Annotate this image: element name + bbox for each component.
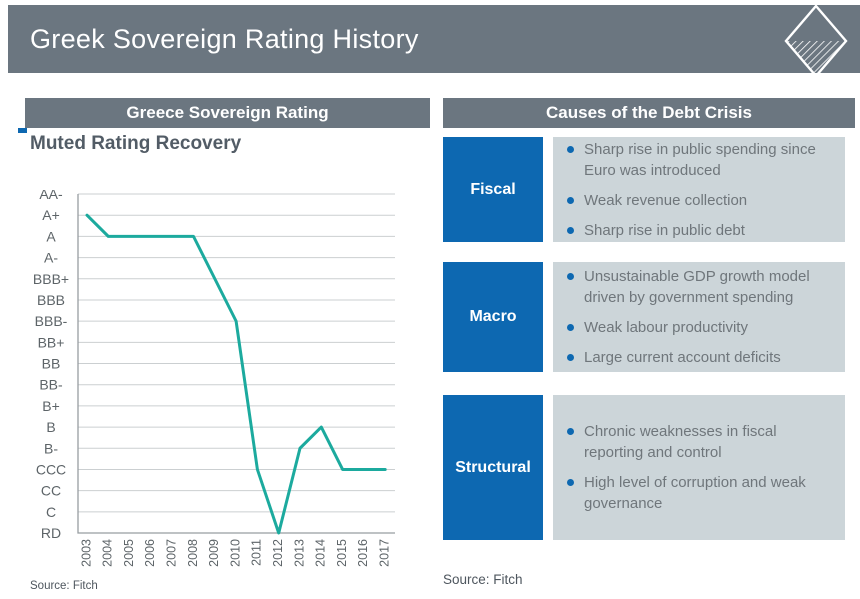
bullet-item: Large current account deficits <box>567 347 829 368</box>
source-note-right: Source: Fitch <box>443 572 523 587</box>
svg-text:CC: CC <box>41 483 61 499</box>
svg-text:2009: 2009 <box>207 539 221 567</box>
svg-text:BB: BB <box>42 356 61 372</box>
svg-text:2016: 2016 <box>356 539 370 567</box>
cause-section-macro: Macro Unsustainable GDP growth model driv… <box>443 262 855 372</box>
svg-text:2015: 2015 <box>335 539 349 567</box>
cause-section-fiscal: Fiscal Sharp rise in public spending sinc… <box>443 137 855 242</box>
section-label: Fiscal <box>443 137 543 242</box>
svg-text:2012: 2012 <box>271 539 285 567</box>
bullet-item: Sharp rise in public debt <box>567 220 829 241</box>
svg-text:CCC: CCC <box>36 461 66 477</box>
svg-text:2014: 2014 <box>314 539 328 567</box>
svg-text:BB+: BB+ <box>38 334 65 350</box>
bullet-text: Weak labour productivity <box>584 319 748 336</box>
section-label: Structural <box>443 395 543 540</box>
bullet-item: Weak revenue collection <box>567 190 829 211</box>
svg-text:BBB-: BBB- <box>35 313 68 329</box>
svg-text:2003: 2003 <box>79 539 93 567</box>
causes-sections: Fiscal Sharp rise in public spending sinc… <box>443 137 855 540</box>
bullet-icon <box>567 196 574 204</box>
svg-text:2008: 2008 <box>186 539 200 567</box>
bullet-text: Weak revenue collection <box>584 191 748 209</box>
bullet-item: Weak labour productivity <box>567 317 829 338</box>
bullet-icon <box>567 479 574 486</box>
accent-chip <box>18 128 27 133</box>
svg-text:2006: 2006 <box>143 539 157 567</box>
svg-text:A+: A+ <box>42 207 60 223</box>
svg-text:2017: 2017 <box>377 539 391 567</box>
left-panel-header-label: Greece Sovereign Rating <box>126 103 329 122</box>
bullet-text: High level of corruption and weak govern… <box>584 474 806 512</box>
bullet-icon <box>567 226 574 234</box>
svg-text:A-: A- <box>44 250 58 266</box>
svg-text:2010: 2010 <box>228 539 242 567</box>
svg-text:2013: 2013 <box>292 539 306 567</box>
svg-text:BBB: BBB <box>37 292 65 308</box>
source-note-left: Source: Fitch <box>30 580 98 592</box>
bullet-item: Sharp rise in public spending since Euro… <box>567 139 829 181</box>
right-panel-header-label: Causes of the Debt Crisis <box>546 103 752 122</box>
section-bullet-box: Sharp rise in public spending since Euro… <box>553 137 845 242</box>
bullet-item: High level of corruption and weak govern… <box>567 472 829 514</box>
bullet-text: Unsustainable GDP growth model driven by… <box>584 268 810 306</box>
section-bullet-box: Chronic weaknesses in fiscal reporting a… <box>553 395 845 540</box>
diamond-logo-icon <box>784 4 848 78</box>
right-panel-header: Causes of the Debt Crisis <box>443 98 855 128</box>
svg-text:AA-: AA- <box>39 190 63 202</box>
svg-text:B-: B- <box>44 440 58 456</box>
bullet-icon <box>567 354 574 361</box>
svg-text:BB-: BB- <box>39 377 63 393</box>
bullet-icon <box>567 145 574 153</box>
cause-section-structural: Structural Chronic weaknesses in fiscal r… <box>443 395 855 540</box>
section-bullet-box: Unsustainable GDP growth model driven by… <box>553 262 845 372</box>
bullet-icon <box>567 324 574 331</box>
slide-title: Greek Sovereign Rating History <box>30 23 419 54</box>
left-panel-header: Greece Sovereign Rating <box>25 98 430 128</box>
svg-text:2007: 2007 <box>164 539 178 567</box>
top-banner: Greek Sovereign Rating History <box>8 4 860 78</box>
chart-title: Muted Rating Recovery <box>30 133 242 154</box>
bullet-text: Chronic weaknesses in fiscal reporting a… <box>584 423 777 461</box>
bullet-text: Sharp rise in public spending since Euro… <box>584 140 816 179</box>
bullet-text: Large current account deficits <box>584 349 781 366</box>
svg-text:A: A <box>46 228 56 244</box>
svg-text:B+: B+ <box>42 398 60 414</box>
svg-text:C: C <box>46 504 56 520</box>
svg-text:2004: 2004 <box>101 539 115 567</box>
bullet-item: Chronic weaknesses in fiscal reporting a… <box>567 421 829 463</box>
rating-line-chart: AA-A+AA-BBB+BBBBBB-BB+BBBB-B+BB-CCCCCCRD… <box>33 190 395 567</box>
svg-text:2005: 2005 <box>122 539 136 567</box>
svg-text:2011: 2011 <box>250 539 264 566</box>
svg-text:BBB+: BBB+ <box>33 271 69 287</box>
bullet-icon <box>567 428 574 435</box>
svg-text:B: B <box>46 419 55 435</box>
bullet-icon <box>567 273 574 280</box>
bullet-text: Sharp rise in public debt <box>584 221 745 239</box>
bullet-item: Unsustainable GDP growth model driven by… <box>567 266 829 308</box>
svg-text:RD: RD <box>41 525 61 541</box>
section-label: Macro <box>443 262 543 372</box>
